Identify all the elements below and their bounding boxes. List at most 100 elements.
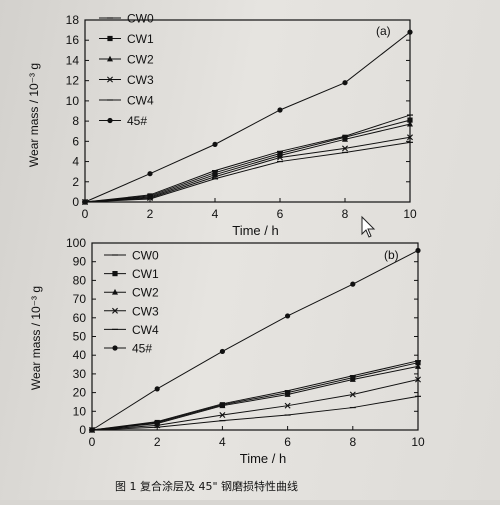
y-tick-label: 80 xyxy=(73,273,87,287)
data-point-CW3 xyxy=(407,134,413,141)
y-tick-label: 0 xyxy=(79,423,86,437)
data-point-45# xyxy=(147,171,153,177)
chart-b: 0 10 20 30 40 50 60 70 80 90 100 0 2 4 6 8 10 Time / h Wea… xyxy=(29,236,425,466)
data-point-CW3 xyxy=(415,376,421,383)
data-point-45# xyxy=(407,29,413,35)
data-point-CW2 xyxy=(219,402,226,409)
legend-label: 45# xyxy=(127,114,147,128)
series-line-CW2 xyxy=(91,365,419,431)
data-point-45# xyxy=(277,107,283,113)
legend-label: CW1 xyxy=(132,267,159,281)
y-axis-label: Wear mass / 10⁻³ g xyxy=(29,286,43,390)
legend-marker-CW3 xyxy=(107,76,113,83)
x-tick-label: 4 xyxy=(219,435,226,449)
data-point-45# xyxy=(154,386,160,392)
y-tick-label: 100 xyxy=(66,236,86,250)
y-tick-label: 90 xyxy=(73,255,87,269)
data-point-CW3 xyxy=(284,402,291,409)
y-tick-label: 12 xyxy=(66,74,80,88)
plot-frame xyxy=(84,19,411,203)
series-line-45# xyxy=(91,250,419,431)
cursor-icon xyxy=(361,215,376,238)
data-point-CW3 xyxy=(219,412,226,419)
legend-label: CW1 xyxy=(127,32,154,46)
data-point-CW3 xyxy=(349,391,356,398)
y-tick-label: 0 xyxy=(72,195,79,209)
data-point-45# xyxy=(219,348,225,355)
data-point-CW2 xyxy=(342,136,348,142)
y-axis-label: Wear mass / 10⁻³ g xyxy=(27,63,41,167)
legend-marker-45# xyxy=(107,117,113,124)
series-line-45# xyxy=(84,31,411,203)
y-tick-label: 50 xyxy=(73,330,87,344)
y-tick-label: 2 xyxy=(72,175,79,189)
legend-label: CW3 xyxy=(132,304,159,318)
legend-label: CW2 xyxy=(132,286,159,300)
legend-marker-CW3 xyxy=(112,307,118,314)
x-tick-label: 6 xyxy=(277,207,284,221)
x-tick-label: 8 xyxy=(349,435,356,449)
x-tick-label: 10 xyxy=(411,435,425,449)
data-point-CW3 xyxy=(147,194,153,201)
data-point-45# xyxy=(415,247,421,254)
data-point-CW1 xyxy=(407,117,413,123)
series-line-CW4 xyxy=(91,395,419,431)
series-line-CW1 xyxy=(91,362,419,431)
series-line-CW0 xyxy=(84,114,411,203)
series-line-CW0 xyxy=(91,360,419,431)
data-point-CW2 xyxy=(415,363,421,369)
x-tick-label: 4 xyxy=(212,207,219,221)
data-point-45# xyxy=(342,80,348,86)
data-point-CW2 xyxy=(349,376,356,382)
legend-label: CW4 xyxy=(132,323,159,337)
x-tick-label: 0 xyxy=(82,207,89,221)
data-point-CW3 xyxy=(277,154,283,161)
x-tick-label: 8 xyxy=(342,207,349,221)
x-tick-label: 2 xyxy=(154,435,161,449)
y-tick-label: 16 xyxy=(66,33,80,47)
chart-a: 0 2 4 6 8 10 12 14 16 18 0 2 4 6 8 10 Time / h Wear mass … xyxy=(27,12,417,239)
y-tick-label: 10 xyxy=(66,94,80,108)
y-tick-label: 6 xyxy=(72,134,79,148)
legend-marker-CW1 xyxy=(112,271,118,277)
x-tick-label: 2 xyxy=(147,207,154,221)
data-point-45# xyxy=(89,427,95,433)
legend-marker-CW2 xyxy=(107,55,113,62)
x-tick-label: 0 xyxy=(89,435,96,449)
series-line-CW3 xyxy=(84,136,411,203)
series-line-CW3 xyxy=(91,379,419,431)
y-tick-label: 70 xyxy=(73,292,87,306)
series-line-CW2 xyxy=(84,123,411,203)
data-point-CW1 xyxy=(415,360,421,366)
y-tick-label: 18 xyxy=(66,13,80,27)
y-tick-label: 60 xyxy=(73,311,87,325)
y-tick-label: 20 xyxy=(73,386,87,400)
x-tick-label: 10 xyxy=(403,207,417,221)
data-point-CW2 xyxy=(407,120,413,127)
legend-label: CW0 xyxy=(132,249,159,263)
legend-label: CW4 xyxy=(127,94,154,108)
data-point-CW2 xyxy=(284,391,291,397)
y-tick-label: 30 xyxy=(73,367,87,381)
series-line-CW4 xyxy=(84,141,411,203)
data-point-45# xyxy=(350,281,356,287)
legend-marker-45# xyxy=(112,345,118,351)
legend-label: 45# xyxy=(132,342,152,356)
y-tick-label: 10 xyxy=(73,404,87,418)
panel-label: (b) xyxy=(384,248,399,262)
legend-marker-CW1 xyxy=(107,35,113,42)
y-tick-label: 40 xyxy=(73,348,87,362)
series-line-CW1 xyxy=(84,119,411,203)
data-point-45# xyxy=(285,313,291,319)
x-axis-label: Time / h xyxy=(232,223,278,238)
legend-label: CW3 xyxy=(127,73,154,87)
y-tick-label: 8 xyxy=(72,114,79,128)
x-tick-label: 6 xyxy=(284,435,291,449)
data-point-45# xyxy=(212,141,218,147)
y-tick-label: 14 xyxy=(66,53,80,67)
data-point-45# xyxy=(82,199,88,205)
legend-label: CW2 xyxy=(127,53,154,67)
legend-label: CW0 xyxy=(127,12,154,26)
